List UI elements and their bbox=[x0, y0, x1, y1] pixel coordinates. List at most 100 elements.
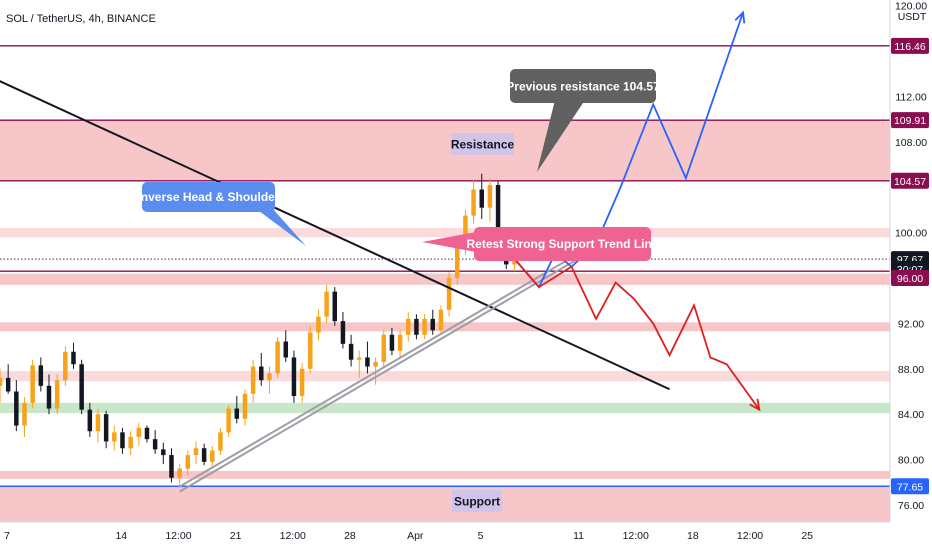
candle-body bbox=[177, 468, 182, 478]
candle-body bbox=[87, 409, 93, 432]
candle-body bbox=[136, 427, 142, 437]
x-tick-label: 14 bbox=[115, 530, 127, 542]
candle-body bbox=[283, 341, 289, 358]
x-tick-label: 12:00 bbox=[623, 530, 649, 542]
candle-body bbox=[406, 318, 411, 335]
callout-retest-support-text: Retest Strong Support Trend Line bbox=[466, 237, 658, 251]
candle-body bbox=[30, 365, 35, 403]
price-badge-label: 104.57 bbox=[894, 176, 926, 188]
candle-body bbox=[324, 291, 329, 317]
y-tick-label: 76.00 bbox=[898, 500, 924, 512]
support-label-box bbox=[452, 490, 502, 512]
x-tick-label: Apr bbox=[407, 530, 424, 542]
support-trend-line-upper bbox=[179, 228, 622, 488]
x-tick-label: 12:00 bbox=[737, 530, 763, 542]
candle-body bbox=[54, 380, 60, 409]
candle-body bbox=[373, 361, 378, 367]
price-zone bbox=[0, 273, 890, 285]
candle-body bbox=[479, 189, 484, 208]
callout-pointer bbox=[422, 232, 476, 252]
callout-pointer bbox=[537, 100, 585, 172]
candle-body bbox=[250, 366, 256, 394]
x-tick-label: 12:00 bbox=[165, 530, 191, 542]
candle-body bbox=[267, 373, 272, 381]
price-badge bbox=[891, 478, 929, 495]
candle-body bbox=[357, 357, 362, 360]
bearish-arrow-head bbox=[749, 398, 761, 412]
candle-body bbox=[193, 448, 199, 456]
candle-body bbox=[291, 357, 297, 397]
candle-body bbox=[79, 364, 84, 410]
candle-body bbox=[63, 351, 68, 381]
y-tick-label: 120.00 bbox=[895, 1, 927, 13]
candle-body bbox=[512, 259, 517, 265]
candle-body bbox=[414, 318, 419, 335]
candle-body bbox=[128, 436, 133, 449]
candle-body bbox=[152, 439, 158, 450]
price-badge bbox=[891, 112, 929, 129]
y-tick-label: 100.00 bbox=[895, 228, 927, 240]
y-tick-label: 112.00 bbox=[895, 91, 926, 103]
chart-title: SOL / TetherUS, 4h, BINANCE bbox=[6, 13, 156, 25]
x-tick-label: 5 bbox=[478, 530, 484, 542]
candle-body bbox=[259, 366, 264, 381]
candle-body bbox=[144, 427, 150, 440]
candle-body bbox=[365, 357, 370, 367]
resistance-label-box bbox=[451, 133, 514, 155]
candle-body bbox=[38, 365, 44, 386]
candle-body bbox=[463, 215, 468, 244]
candle-body bbox=[348, 343, 354, 360]
candle-body bbox=[397, 334, 403, 351]
x-tick-label: 28 bbox=[344, 530, 356, 542]
candle-body bbox=[169, 455, 174, 478]
x-tick-label: 11 bbox=[573, 530, 584, 542]
candle-body bbox=[161, 449, 166, 456]
descending-trend-line bbox=[0, 80, 670, 391]
candle-body bbox=[226, 408, 231, 433]
y-tick-label: 88.00 bbox=[898, 364, 924, 376]
x-tick-label: 7 bbox=[4, 530, 10, 542]
candle-body bbox=[120, 432, 125, 449]
candle-body bbox=[218, 432, 223, 451]
candle-body bbox=[95, 414, 101, 432]
candle-body bbox=[112, 432, 117, 442]
candle-body bbox=[275, 341, 280, 374]
candle-body bbox=[46, 385, 52, 409]
callout-inverse-head-shoulder bbox=[142, 182, 275, 212]
bullish-arrow-head bbox=[734, 10, 746, 24]
candle-body bbox=[0, 377, 3, 386]
candle-body bbox=[487, 184, 493, 208]
price-badge-label: 77.65 bbox=[897, 481, 923, 493]
candle-body bbox=[422, 318, 427, 335]
y-tick-label: 80.00 bbox=[898, 455, 924, 467]
candle-body bbox=[299, 368, 305, 397]
y-tick-label: 92.00 bbox=[898, 318, 924, 330]
candle-body bbox=[234, 408, 240, 419]
y-tick-label: 108.00 bbox=[895, 137, 927, 149]
bearish-projection-path bbox=[513, 258, 761, 411]
candle-body bbox=[430, 318, 435, 331]
support-label: Support bbox=[454, 495, 500, 509]
candle-body bbox=[389, 334, 395, 351]
candle-body bbox=[446, 278, 452, 310]
callout-pointer bbox=[255, 208, 306, 246]
x-tick-label: 12:00 bbox=[280, 530, 306, 542]
price-zone bbox=[0, 322, 890, 332]
candle-body bbox=[5, 377, 11, 392]
candle-body bbox=[381, 334, 387, 362]
candle-body bbox=[14, 391, 19, 426]
candle-body bbox=[201, 448, 207, 462]
callout-previous-resistance bbox=[510, 69, 656, 103]
callout-retest-support bbox=[474, 227, 651, 261]
candle-body bbox=[455, 243, 460, 279]
callout-inverse-head-shoulder-text: Inverse Head & Shoulder bbox=[137, 190, 279, 204]
candle-body bbox=[103, 414, 109, 442]
price-badge-label: 109.91 bbox=[894, 115, 926, 127]
candle-body bbox=[316, 316, 321, 333]
candle-body bbox=[185, 455, 191, 469]
candle-body bbox=[242, 393, 248, 419]
candle-body bbox=[471, 189, 476, 216]
candle-body bbox=[210, 450, 215, 462]
